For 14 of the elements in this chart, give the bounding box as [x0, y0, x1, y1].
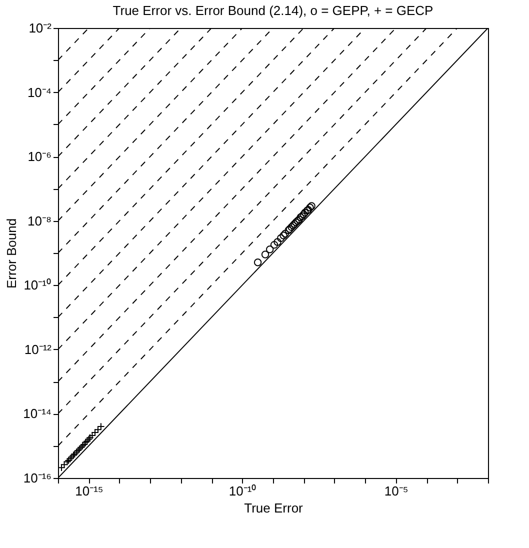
chart-title: True Error vs. Error Bound (2.14), o = GEPP, + = GECP: [112, 3, 434, 18]
x-tick-label: 10⁻⁵: [384, 484, 408, 498]
y-tick-label: 10⁻¹⁰: [24, 278, 52, 293]
y-tick-label: 10⁻¹⁶: [23, 470, 52, 486]
y-tick-label: 10⁻²: [28, 20, 52, 36]
x-tick-label: 10⁻¹⁵: [75, 484, 104, 498]
y-tick-label: 10⁻¹²: [24, 342, 52, 357]
x-axis-title: True Error: [244, 500, 304, 516]
y-tick-label: 10⁻¹⁴: [23, 406, 52, 422]
y-axis-title: Error Bound: [4, 218, 20, 289]
y-tick-label: 10⁻⁴: [27, 84, 52, 100]
y-tick-label: 10⁻⁸: [28, 213, 52, 228]
y-tick-label: 10⁻⁶: [28, 149, 52, 164]
x-tick-label: 10⁻¹⁰: [228, 484, 257, 498]
